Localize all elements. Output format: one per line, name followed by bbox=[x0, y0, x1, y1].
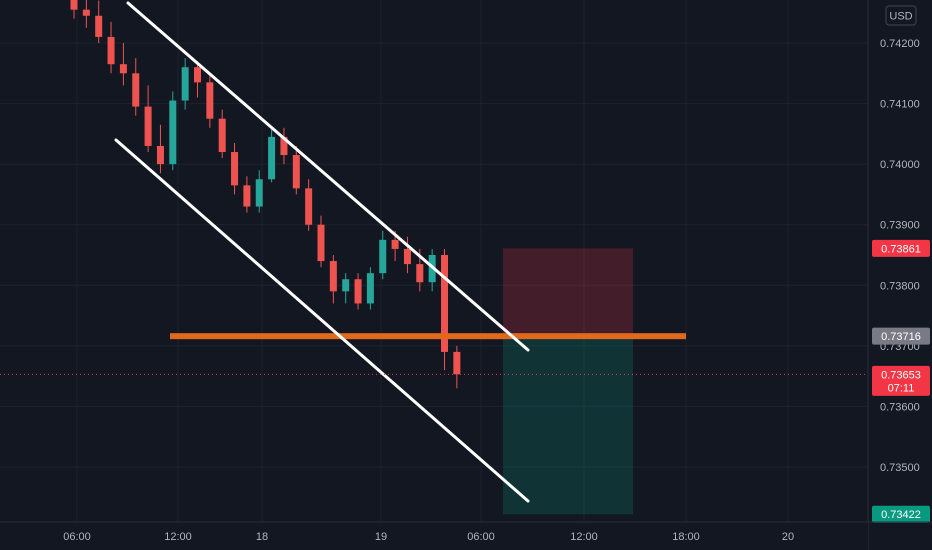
candle-body-10 bbox=[194, 67, 201, 83]
y-tick-label-1: 0.74100 bbox=[880, 99, 920, 111]
badge-last-value: 0.73653 bbox=[881, 369, 921, 381]
currency-box[interactable] bbox=[885, 5, 917, 26]
support-level[interactable] bbox=[170, 333, 686, 340]
x-tick-label-7: 20 bbox=[782, 531, 794, 543]
candle-body-18 bbox=[292, 155, 300, 189]
candle-body-31 bbox=[453, 351, 461, 375]
candle-body-26 bbox=[391, 239, 399, 249]
y-tick-label-2: 0.74000 bbox=[880, 159, 920, 171]
candle-body-2 bbox=[95, 15, 103, 37]
candle-body-4 bbox=[119, 64, 127, 74]
x-tick-label-2: 18 bbox=[256, 531, 268, 543]
support-line bbox=[170, 333, 686, 340]
candle-body-30 bbox=[441, 255, 448, 352]
badge-last-bg bbox=[872, 365, 930, 396]
candle-body-19 bbox=[305, 188, 313, 225]
candle-body-3 bbox=[107, 36, 115, 65]
badge-stop-bg bbox=[872, 239, 930, 257]
badge-entry-bg bbox=[872, 327, 930, 345]
candle-body-25 bbox=[379, 239, 387, 274]
position-box[interactable] bbox=[503, 248, 633, 515]
x-tick-label-6: 18:00 bbox=[672, 531, 700, 543]
candle-body-5 bbox=[132, 73, 140, 107]
candle-body-9 bbox=[181, 67, 189, 101]
candle-body-1 bbox=[82, 9, 90, 16]
x-tick-label-5: 12:00 bbox=[570, 531, 598, 543]
candle-body-7 bbox=[156, 145, 164, 165]
candle-body-8 bbox=[169, 100, 177, 165]
candle-body-0 bbox=[70, 0, 78, 10]
currency-label: USD bbox=[889, 11, 912, 23]
y-tick-label-3: 0.73900 bbox=[880, 220, 920, 232]
badge-target-value: 0.73422 bbox=[881, 509, 921, 521]
candle-body-22 bbox=[342, 279, 350, 292]
x-tick-label-0: 06:00 bbox=[63, 531, 91, 543]
candle-body-23 bbox=[354, 279, 362, 304]
y-tick-label-7: 0.73500 bbox=[880, 462, 920, 474]
x-tick-label-1: 12:00 bbox=[164, 531, 192, 543]
candle-body-15 bbox=[255, 179, 263, 207]
y-tick-label-6: 0.73600 bbox=[880, 401, 920, 413]
candle-body-28 bbox=[416, 264, 424, 283]
candle-body-12 bbox=[218, 118, 226, 153]
reward-zone bbox=[503, 336, 633, 515]
badge-last-countdown: 07:11 bbox=[888, 382, 915, 394]
price-scale-background[interactable] bbox=[868, 0, 932, 550]
candle-body-16 bbox=[268, 136, 276, 180]
time-scale-background[interactable] bbox=[0, 522, 868, 550]
candle-body-20 bbox=[317, 224, 325, 262]
badge-target-bg bbox=[872, 505, 930, 523]
channel-line-upper bbox=[126, 1, 530, 352]
candle-body-6 bbox=[144, 106, 152, 146]
candle-body-17 bbox=[280, 136, 288, 156]
candle-body-21 bbox=[329, 261, 337, 292]
x-axis-ticks: 06:00 12:00 18 19 06:00 12:00 18:00 20 bbox=[63, 531, 794, 543]
badge-stop-value: 0.73861 bbox=[881, 243, 921, 255]
risk-zone bbox=[503, 248, 633, 337]
candles bbox=[70, 0, 461, 389]
candle-body-27 bbox=[403, 248, 411, 265]
y-tick-label-0: 0.74200 bbox=[880, 38, 920, 50]
candle-body-11 bbox=[206, 82, 214, 119]
candle-body-24 bbox=[366, 273, 374, 304]
x-tick-label-3: 19 bbox=[375, 531, 387, 543]
channel-lines[interactable] bbox=[114, 1, 530, 503]
channel-line-lower bbox=[114, 138, 530, 503]
candle-body-14 bbox=[243, 185, 251, 207]
candle-body-13 bbox=[231, 152, 239, 186]
badge-entry-value: 0.73716 bbox=[881, 331, 921, 343]
y-tick-label-4: 0.73800 bbox=[880, 280, 920, 292]
x-tick-label-4: 06:00 bbox=[467, 531, 495, 543]
